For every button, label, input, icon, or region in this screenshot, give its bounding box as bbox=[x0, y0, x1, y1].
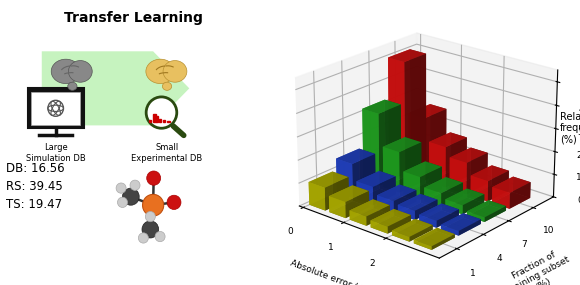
X-axis label: Absolute error (ppm): Absolute error (ppm) bbox=[289, 259, 381, 285]
Bar bbox=[167, 121, 169, 122]
Ellipse shape bbox=[162, 82, 172, 90]
Circle shape bbox=[130, 180, 140, 190]
Circle shape bbox=[155, 231, 165, 242]
Polygon shape bbox=[42, 51, 189, 125]
Ellipse shape bbox=[68, 82, 77, 90]
FancyBboxPatch shape bbox=[31, 92, 80, 125]
Circle shape bbox=[139, 233, 148, 243]
Ellipse shape bbox=[163, 60, 187, 82]
Circle shape bbox=[147, 171, 161, 185]
Ellipse shape bbox=[68, 60, 92, 82]
Bar bbox=[159, 119, 161, 122]
Text: DB: 16.56
RS: 39.45
TS: 19.47: DB: 16.56 RS: 39.45 TS: 19.47 bbox=[6, 162, 64, 211]
Y-axis label: Fraction of
training subset
(%): Fraction of training subset (%) bbox=[502, 246, 576, 285]
Bar bbox=[153, 114, 155, 122]
Circle shape bbox=[118, 197, 128, 207]
Circle shape bbox=[146, 97, 177, 128]
Circle shape bbox=[122, 188, 139, 205]
Text: Transfer Learning: Transfer Learning bbox=[64, 11, 203, 25]
Circle shape bbox=[142, 221, 159, 238]
Text: Relative
frequency
(%): Relative frequency (%) bbox=[560, 112, 580, 145]
Circle shape bbox=[167, 195, 181, 209]
Ellipse shape bbox=[51, 59, 80, 84]
Bar bbox=[149, 120, 151, 122]
Ellipse shape bbox=[146, 59, 175, 84]
Text: Small
Experimental DB: Small Experimental DB bbox=[132, 142, 202, 163]
Bar bbox=[163, 120, 165, 122]
Circle shape bbox=[143, 194, 164, 216]
Circle shape bbox=[146, 211, 155, 222]
Text: Large
Simulation DB: Large Simulation DB bbox=[26, 142, 86, 163]
Bar bbox=[156, 116, 158, 122]
Circle shape bbox=[116, 183, 126, 193]
FancyBboxPatch shape bbox=[28, 88, 84, 128]
